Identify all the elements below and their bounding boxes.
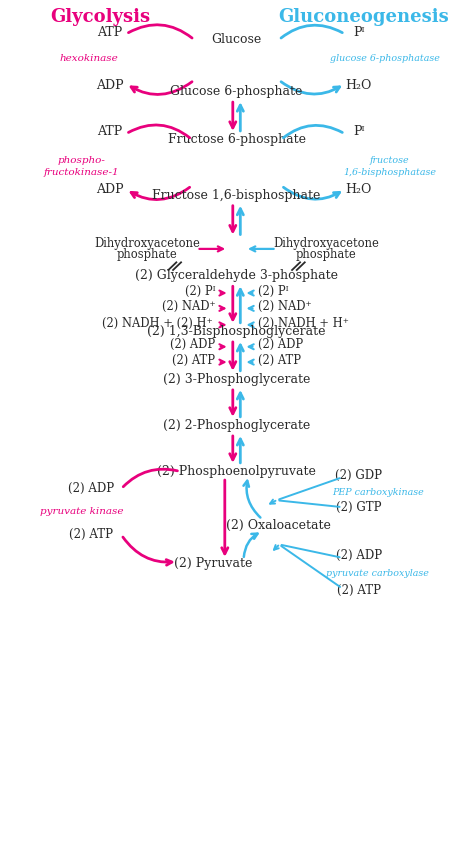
Text: (2) NAD⁺: (2) NAD⁺ [258, 300, 311, 313]
Text: Fructose 6-phosphate: Fructose 6-phosphate [167, 133, 306, 146]
Text: fructokinase-1: fructokinase-1 [44, 168, 119, 177]
Text: Dihydroxyacetone: Dihydroxyacetone [273, 236, 379, 250]
Text: ADP: ADP [96, 183, 123, 196]
Text: (2) GTP: (2) GTP [336, 501, 382, 514]
Text: (2) ATP: (2) ATP [173, 354, 215, 367]
Text: (2) ADP: (2) ADP [336, 550, 382, 562]
Text: (2) ATP: (2) ATP [337, 584, 381, 597]
Text: fructose: fructose [370, 156, 409, 165]
Text: PEP carboxykinase: PEP carboxykinase [332, 488, 424, 497]
Text: (2) NAD⁺: (2) NAD⁺ [162, 300, 215, 313]
Text: Pᴵ: Pᴵ [353, 125, 365, 138]
Text: ADP: ADP [96, 80, 123, 92]
Text: (2) Pyruvate: (2) Pyruvate [174, 557, 252, 570]
Text: pyruvate kinase: pyruvate kinase [40, 507, 123, 517]
Text: Glucose 6-phosphate: Glucose 6-phosphate [170, 85, 303, 98]
Text: phosphate: phosphate [296, 248, 356, 261]
Text: Dihydroxyacetone: Dihydroxyacetone [94, 236, 200, 250]
Text: (2) Oxaloacetate: (2) Oxaloacetate [227, 518, 331, 532]
Text: phosphate: phosphate [117, 248, 178, 261]
Text: Glycolysis: Glycolysis [50, 8, 150, 25]
Text: (2) 3-Phosphoglycerate: (2) 3-Phosphoglycerate [163, 373, 310, 386]
Text: (2) ATP: (2) ATP [258, 354, 301, 367]
Text: hexokinase: hexokinase [59, 54, 118, 64]
Text: (2) ADP: (2) ADP [170, 338, 215, 352]
Text: Pᴵ: Pᴵ [353, 25, 365, 39]
Text: 1,6-bisphosphatase: 1,6-bisphosphatase [343, 168, 436, 177]
Text: (2) Pᴵ: (2) Pᴵ [185, 285, 215, 297]
Text: ATP: ATP [97, 25, 122, 39]
Text: (2) ADP: (2) ADP [68, 482, 114, 495]
Text: H₂O: H₂O [346, 80, 372, 92]
Text: (2) Glyceraldehyde 3-phosphate: (2) Glyceraldehyde 3-phosphate [135, 269, 338, 282]
Text: ATP: ATP [97, 125, 122, 138]
Text: (2) 1,3-Bisphosphoglycerate: (2) 1,3-Bisphosphoglycerate [147, 325, 326, 338]
Text: (2) ADP: (2) ADP [258, 338, 303, 352]
Text: Fructose 1,6-bisphosphate: Fructose 1,6-bisphosphate [152, 189, 321, 202]
Text: Glucose: Glucose [211, 33, 262, 47]
Text: (2) Pᴵ: (2) Pᴵ [258, 285, 288, 297]
Text: (2) ATP: (2) ATP [69, 529, 113, 541]
Text: phospho-: phospho- [57, 156, 105, 165]
Text: (2) GDP: (2) GDP [335, 468, 383, 482]
Text: (2) NADH + H⁺: (2) NADH + H⁺ [258, 317, 348, 329]
Text: (2) NADH + (2) H⁺: (2) NADH + (2) H⁺ [102, 317, 213, 329]
Text: (2) Phosphoenolpyruvate: (2) Phosphoenolpyruvate [157, 465, 316, 478]
Text: glucose 6-phosphatase: glucose 6-phosphatase [330, 54, 440, 64]
Text: H₂O: H₂O [346, 183, 372, 196]
Text: (2) 2-Phosphoglycerate: (2) 2-Phosphoglycerate [163, 419, 310, 432]
Text: pyruvate carboxylase: pyruvate carboxylase [326, 568, 429, 578]
Text: Gluconeogenesis: Gluconeogenesis [278, 8, 449, 25]
